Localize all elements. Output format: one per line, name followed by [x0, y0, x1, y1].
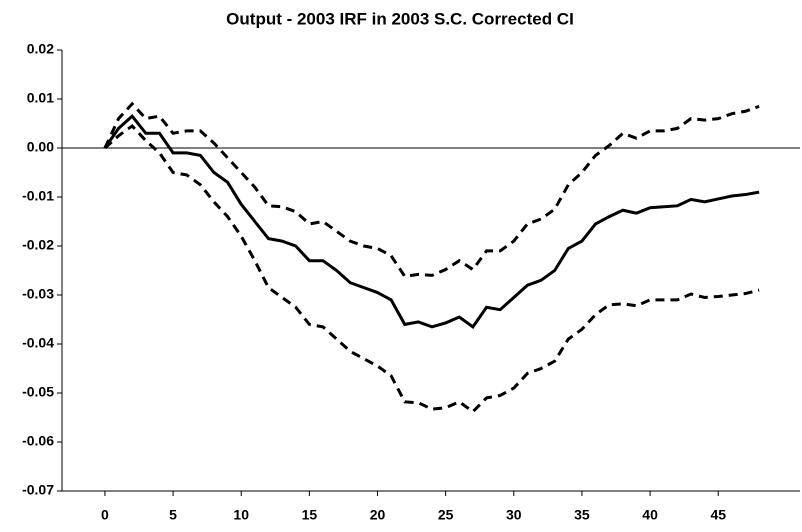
x-tick-label: 35	[574, 507, 590, 523]
chart-title: Output - 2003 IRF in 2003 S.C. Corrected…	[226, 9, 574, 28]
y-tick-label: -0.02	[22, 237, 54, 253]
x-tick-label: 40	[642, 507, 658, 523]
x-tick-label: 25	[438, 507, 454, 523]
x-tick-label: 5	[169, 507, 177, 523]
x-tick-label: 0	[101, 507, 109, 523]
y-tick-label: -0.01	[22, 188, 54, 204]
y-tick-label: -0.05	[22, 384, 54, 400]
x-tick-label: 15	[302, 507, 318, 523]
y-tick-label: 0.00	[27, 139, 54, 155]
ci-line	[103, 101, 760, 278]
y-tick-label: 0.02	[27, 41, 54, 57]
y-tick-label: -0.03	[22, 286, 54, 302]
x-tick-label: 30	[506, 507, 522, 523]
ci-line	[103, 123, 760, 414]
y-tick-label: -0.06	[22, 433, 54, 449]
y-tick-label: -0.04	[22, 335, 54, 351]
x-tick-label: 45	[710, 507, 726, 523]
x-tick-label: 20	[370, 507, 386, 523]
y-tick-label: 0.01	[27, 90, 54, 106]
irf-line	[103, 113, 760, 329]
y-tick-label: -0.07	[22, 482, 54, 498]
x-tick-label: 10	[233, 507, 249, 523]
